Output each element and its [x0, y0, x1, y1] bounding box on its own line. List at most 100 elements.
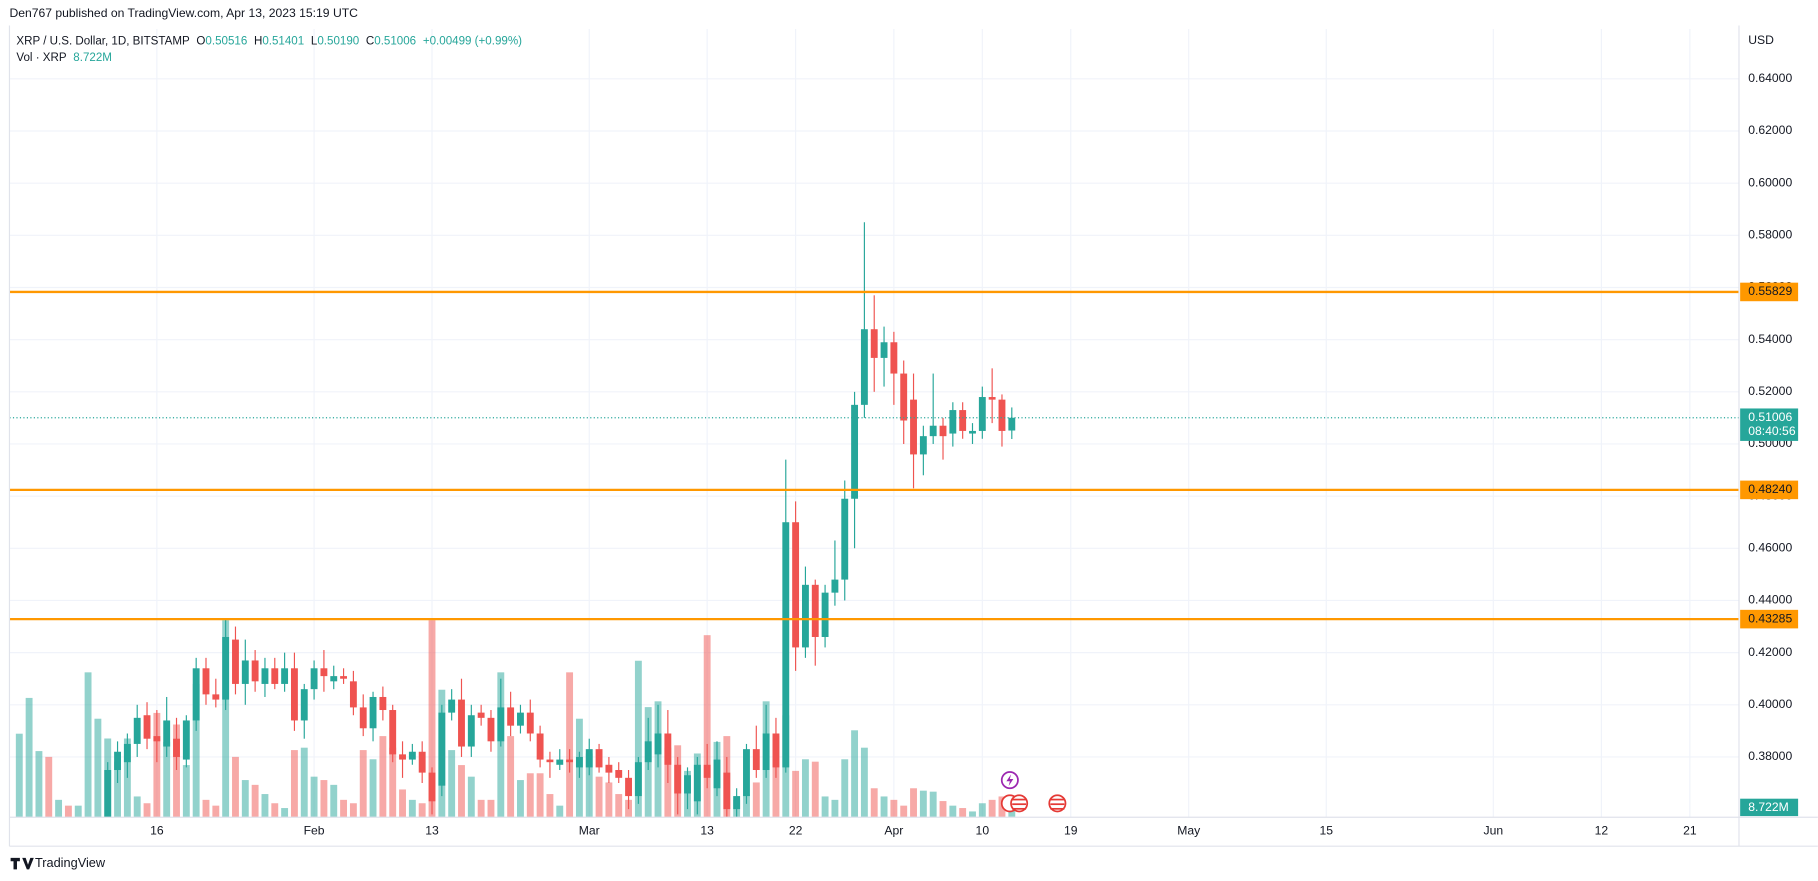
x-tick-label: 10	[976, 823, 990, 837]
volume-bar	[320, 780, 328, 818]
volume-bar	[114, 761, 121, 818]
volume-bar	[546, 794, 554, 818]
volume-bar	[919, 790, 927, 818]
candle-body	[831, 579, 839, 593]
candle-body	[497, 707, 505, 742]
candle-body	[182, 720, 190, 760]
volume-tag-label: 8.722M	[1748, 800, 1789, 814]
candle-body	[399, 754, 406, 760]
ohlc-key: C	[366, 36, 374, 48]
candle-body	[241, 660, 249, 684]
volume-bar	[349, 803, 357, 818]
volume-bar	[261, 794, 269, 818]
flag-stripe	[1050, 798, 1065, 801]
volume-bar	[251, 784, 259, 818]
volume-bar	[605, 782, 613, 818]
flag-stripe	[1050, 807, 1065, 810]
candle-body	[487, 717, 495, 742]
volume-bar	[566, 672, 574, 818]
y-tick-label: 0.54000	[1748, 332, 1792, 346]
candle-body	[467, 715, 475, 747]
candle-body	[978, 397, 986, 431]
volume-bar	[15, 733, 23, 818]
ohlc-value: 0.51401	[262, 36, 304, 48]
candle-body	[300, 689, 308, 721]
candle-body	[959, 410, 967, 431]
candle-body	[713, 759, 721, 789]
candle-body	[271, 668, 279, 684]
candle-body	[575, 756, 583, 768]
volume-bar	[408, 799, 416, 818]
volume-bar	[821, 796, 829, 818]
candle-body	[841, 498, 849, 580]
x-tick-label: 12	[1595, 823, 1609, 837]
candle-body	[605, 764, 613, 773]
candle-body	[163, 720, 171, 747]
volume-bar	[448, 750, 456, 818]
candle-body	[369, 696, 377, 729]
candle-body	[998, 399, 1006, 431]
candle-body	[654, 733, 662, 755]
volume-bar	[703, 635, 711, 818]
volume-bar	[969, 811, 976, 818]
candle-body	[811, 584, 819, 637]
y-tick-label: 0.44000	[1748, 593, 1792, 607]
candle-body	[919, 436, 927, 455]
volume-tag	[1740, 798, 1799, 817]
candle-body	[684, 775, 691, 794]
volume-bar	[929, 791, 937, 818]
volume-bar	[182, 765, 190, 818]
candle-body	[949, 410, 957, 434]
volume-bar	[831, 799, 839, 818]
volume-bar	[25, 697, 33, 818]
x-tick-label: 13	[425, 823, 439, 837]
level-label: 0.55829	[1748, 284, 1792, 298]
volume-bar	[507, 736, 515, 818]
candle-body	[517, 712, 524, 726]
x-tick-label: 19	[1064, 823, 1078, 837]
volume-bar	[428, 620, 436, 818]
candle-body	[359, 707, 367, 729]
candle-body	[615, 770, 623, 778]
candle-body	[566, 759, 574, 763]
volume-bar	[949, 805, 957, 818]
y-tick-label: 0.40000	[1748, 697, 1792, 711]
candle-body	[723, 772, 731, 810]
candle-body	[448, 699, 456, 713]
volume-bar	[634, 660, 642, 818]
volume-bar	[988, 799, 996, 818]
ohlc-key: O	[196, 36, 205, 48]
candle-body	[251, 660, 259, 682]
y-tick-label: 0.38000	[1748, 749, 1792, 763]
candle-body	[320, 668, 328, 677]
volume-value: 8.722M	[73, 52, 112, 64]
flag-stripe	[1012, 798, 1027, 801]
candle-body	[693, 764, 701, 802]
flag-stripe	[1050, 803, 1065, 806]
x-tick-label: May	[1177, 823, 1201, 837]
volume-bar	[517, 780, 524, 818]
y-tick-label: 0.42000	[1748, 645, 1792, 659]
volume-bar	[743, 794, 750, 818]
candle-body	[743, 749, 750, 797]
volume-bar	[35, 751, 43, 818]
volume-bar	[526, 773, 534, 818]
candle-body	[330, 676, 338, 682]
level-tag	[1740, 480, 1799, 500]
candle-body	[890, 342, 898, 374]
volume-bar	[212, 805, 220, 818]
candle-body	[349, 681, 357, 708]
volume-bar	[310, 776, 318, 818]
volume-bar	[880, 796, 888, 818]
volume-bar	[379, 736, 387, 818]
overlay: 0.380000.400000.420000.440000.460000.480…	[9, 71, 1799, 837]
candle-body	[674, 764, 682, 794]
candle-body	[801, 584, 809, 648]
level-tag	[1740, 282, 1799, 302]
volume-bar	[94, 718, 102, 818]
candle-body	[772, 733, 780, 768]
candle-body	[821, 592, 829, 637]
volume-bar	[192, 683, 200, 818]
brand-logo	[10, 857, 34, 870]
candle-body	[536, 733, 544, 760]
